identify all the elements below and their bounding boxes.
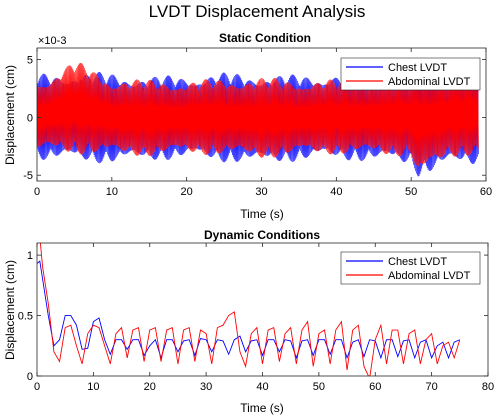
static-x-tick-label: 10 <box>106 186 118 198</box>
dynamic-x-tick-label: 10 <box>87 381 99 393</box>
dynamic-x-ticks: 0 10 20 30 40 50 60 70 80 <box>34 243 494 393</box>
static-chart-title: Static Condition <box>219 31 311 45</box>
dynamic-x-tick-label: 80 <box>482 381 494 393</box>
dynamic-legend-label-abdominal: Abdominal LVDT <box>388 270 471 282</box>
static-series-group <box>37 58 479 177</box>
dynamic-chart-title: Dynamic Conditions <box>204 228 320 242</box>
dynamic-series-line-abdominal <box>37 243 461 376</box>
static-legend-label-abdominal: Abdominal LVDT <box>388 76 471 88</box>
dynamic-legend: Chest LVDT Abdominal LVDT <box>340 251 481 285</box>
dynamic-legend-box <box>340 251 481 285</box>
dynamic-x-axis-label: Time (s) <box>240 401 284 415</box>
static-legend-label-chest: Chest LVDT <box>388 62 447 74</box>
static-chart: Static Condition 0 10 20 30 40 50 60 -505 ×10-… <box>3 31 492 221</box>
dynamic-x-tick-label: 70 <box>426 381 438 393</box>
dynamic-y-tick-label: 0.5 <box>18 311 33 323</box>
static-x-axis-label: Time (s) <box>240 207 284 221</box>
dynamic-y-tick-label: 1 <box>27 250 33 262</box>
dynamic-x-tick-label: 30 <box>200 381 212 393</box>
static-y-axis-label: Displacement (cm) <box>3 65 17 165</box>
static-y-ticks: -5 0 5 <box>23 55 486 182</box>
static-legend-box <box>340 57 481 91</box>
dynamic-x-tick-label: 0 <box>34 381 40 393</box>
static-y-tick-label: -5 <box>23 170 33 182</box>
figure-title: LVDT Displacement Analysis <box>149 2 366 21</box>
dynamic-y-axis-label: Displacement (cm) <box>3 260 17 360</box>
dynamic-x-tick-label: 40 <box>256 381 268 393</box>
dynamic-x-tick-label: 20 <box>144 381 156 393</box>
dynamic-y-tick-label: 0 <box>27 371 33 383</box>
static-x-tick-label: 0 <box>34 186 40 198</box>
dynamic-series-line-chest <box>37 260 460 360</box>
dynamic-series-group <box>37 243 461 376</box>
dynamic-x-tick-label: 50 <box>313 381 325 393</box>
static-x-tick-label: 60 <box>480 186 492 198</box>
static-x-tick-label: 20 <box>181 186 193 198</box>
dynamic-chart: Dynamic Conditions 0 10 20 30 40 50 60 70 80 00.… <box>3 228 494 415</box>
static-x-tick-label: 50 <box>405 186 417 198</box>
static-x-tick-label: 40 <box>330 186 342 198</box>
static-y-tick-label: 5 <box>27 55 33 67</box>
static-y-tick-label: 0 <box>27 112 33 124</box>
static-x-tick-label: 30 <box>255 186 267 198</box>
static-y-multiplier: ×10-3 <box>38 35 66 47</box>
static-legend: Chest LVDT Abdominal LVDT <box>340 57 481 91</box>
static-x-ticks: 0 10 20 30 40 50 60 <box>34 48 492 198</box>
static-series-line-abdominal <box>37 62 479 167</box>
dynamic-x-tick-label: 60 <box>369 381 381 393</box>
dynamic-y-ticks: 00.51 <box>18 250 488 383</box>
dynamic-legend-label-chest: Chest LVDT <box>388 256 447 268</box>
